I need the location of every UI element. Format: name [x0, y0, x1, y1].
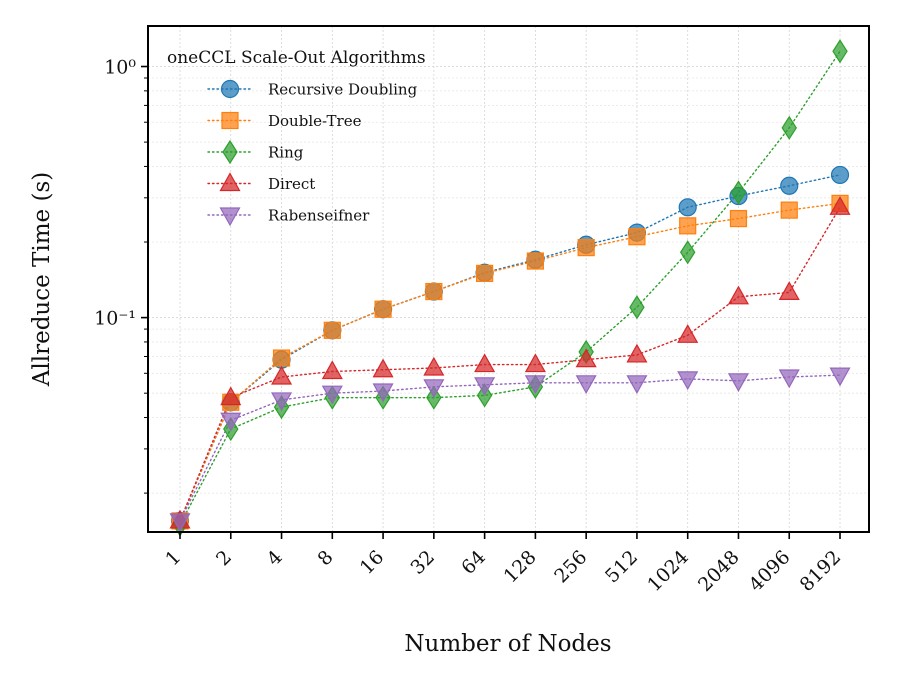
data-point-direct [829, 196, 851, 215]
legend-title: oneCCL Scale-Out Algorithms [167, 48, 426, 68]
data-point-recursive-doubling [678, 198, 697, 217]
data-point-ring [629, 295, 645, 320]
data-point-direct [626, 343, 648, 363]
data-point-double-tree [780, 201, 798, 219]
data-point-rabenseifner [677, 371, 699, 391]
data-point-double-tree [323, 321, 341, 339]
data-point-double-tree [628, 228, 646, 246]
grid-lines [148, 26, 869, 532]
legend-label: Double-Tree [268, 112, 362, 130]
data-point-direct [575, 348, 597, 368]
data-point-ring [832, 39, 848, 64]
data-point-direct [677, 324, 699, 343]
y-tick-label: 10⁻¹ [94, 308, 136, 330]
data-point-direct [220, 386, 242, 406]
y-tick-label: 10⁰ [104, 57, 136, 79]
data-point-rabenseifner [829, 367, 851, 387]
y-axis-title: Allreduce Time (s) [29, 172, 55, 387]
data-point-double-tree [272, 349, 291, 367]
data-point-ring [730, 180, 747, 205]
legend-label: Ring [268, 144, 304, 162]
data-point-direct [271, 365, 293, 385]
legend-label: Recursive Doubling [268, 81, 418, 99]
data-point-double-tree [729, 209, 748, 228]
plot-frame [147, 25, 870, 533]
data-point-direct [778, 281, 800, 301]
data-point-double-tree [526, 252, 544, 270]
series-markers [169, 39, 851, 537]
data-point-rabenseifner [474, 377, 496, 397]
data-point-rabenseifner [778, 369, 800, 389]
data-point-double-tree [476, 264, 494, 282]
data-point-recursive-doubling [830, 165, 850, 185]
legend-marker-rabenseifner [219, 207, 241, 227]
legend-marker-double-tree [221, 111, 239, 130]
series-line-double-tree [179, 202, 841, 522]
data-point-ring [781, 115, 797, 140]
data-point-direct [321, 360, 343, 380]
series-line-rabenseifner [179, 374, 841, 522]
data-point-rabenseifner [169, 513, 191, 533]
data-point-double-tree [577, 239, 595, 257]
data-point-ring [679, 240, 696, 265]
data-point-double-tree [425, 282, 443, 301]
data-point-direct [474, 353, 496, 373]
data-point-direct [423, 356, 445, 376]
series-line-ring [179, 50, 841, 526]
data-point-double-tree [679, 217, 697, 235]
data-point-rabenseifner [626, 375, 648, 395]
data-point-double-tree [374, 300, 392, 318]
data-point-rabenseifner [321, 385, 343, 405]
data-point-rabenseifner [727, 373, 749, 393]
legend-marker-recursive-doubling [220, 79, 240, 99]
legend: oneCCL Scale-Out Algorithms Recursive Do… [167, 48, 426, 227]
data-point-direct [727, 285, 749, 305]
data-point-rabenseifner [372, 383, 394, 403]
data-point-rabenseifner [220, 412, 242, 432]
data-point-rabenseifner [423, 379, 445, 399]
data-point-rabenseifner [575, 375, 597, 395]
data-point-direct [372, 358, 394, 378]
legend-marker-ring [222, 139, 238, 165]
legend-marker-direct [219, 172, 241, 192]
data-point-recursive-doubling [780, 176, 799, 195]
legend-label: Direct [268, 175, 315, 193]
legend-label: Rabenseifner [268, 207, 370, 225]
x-axis-title: Number of Nodes [404, 631, 611, 657]
data-point-direct [524, 353, 546, 373]
data-point-rabenseifner [524, 375, 546, 395]
data-point-rabenseifner [271, 392, 293, 412]
